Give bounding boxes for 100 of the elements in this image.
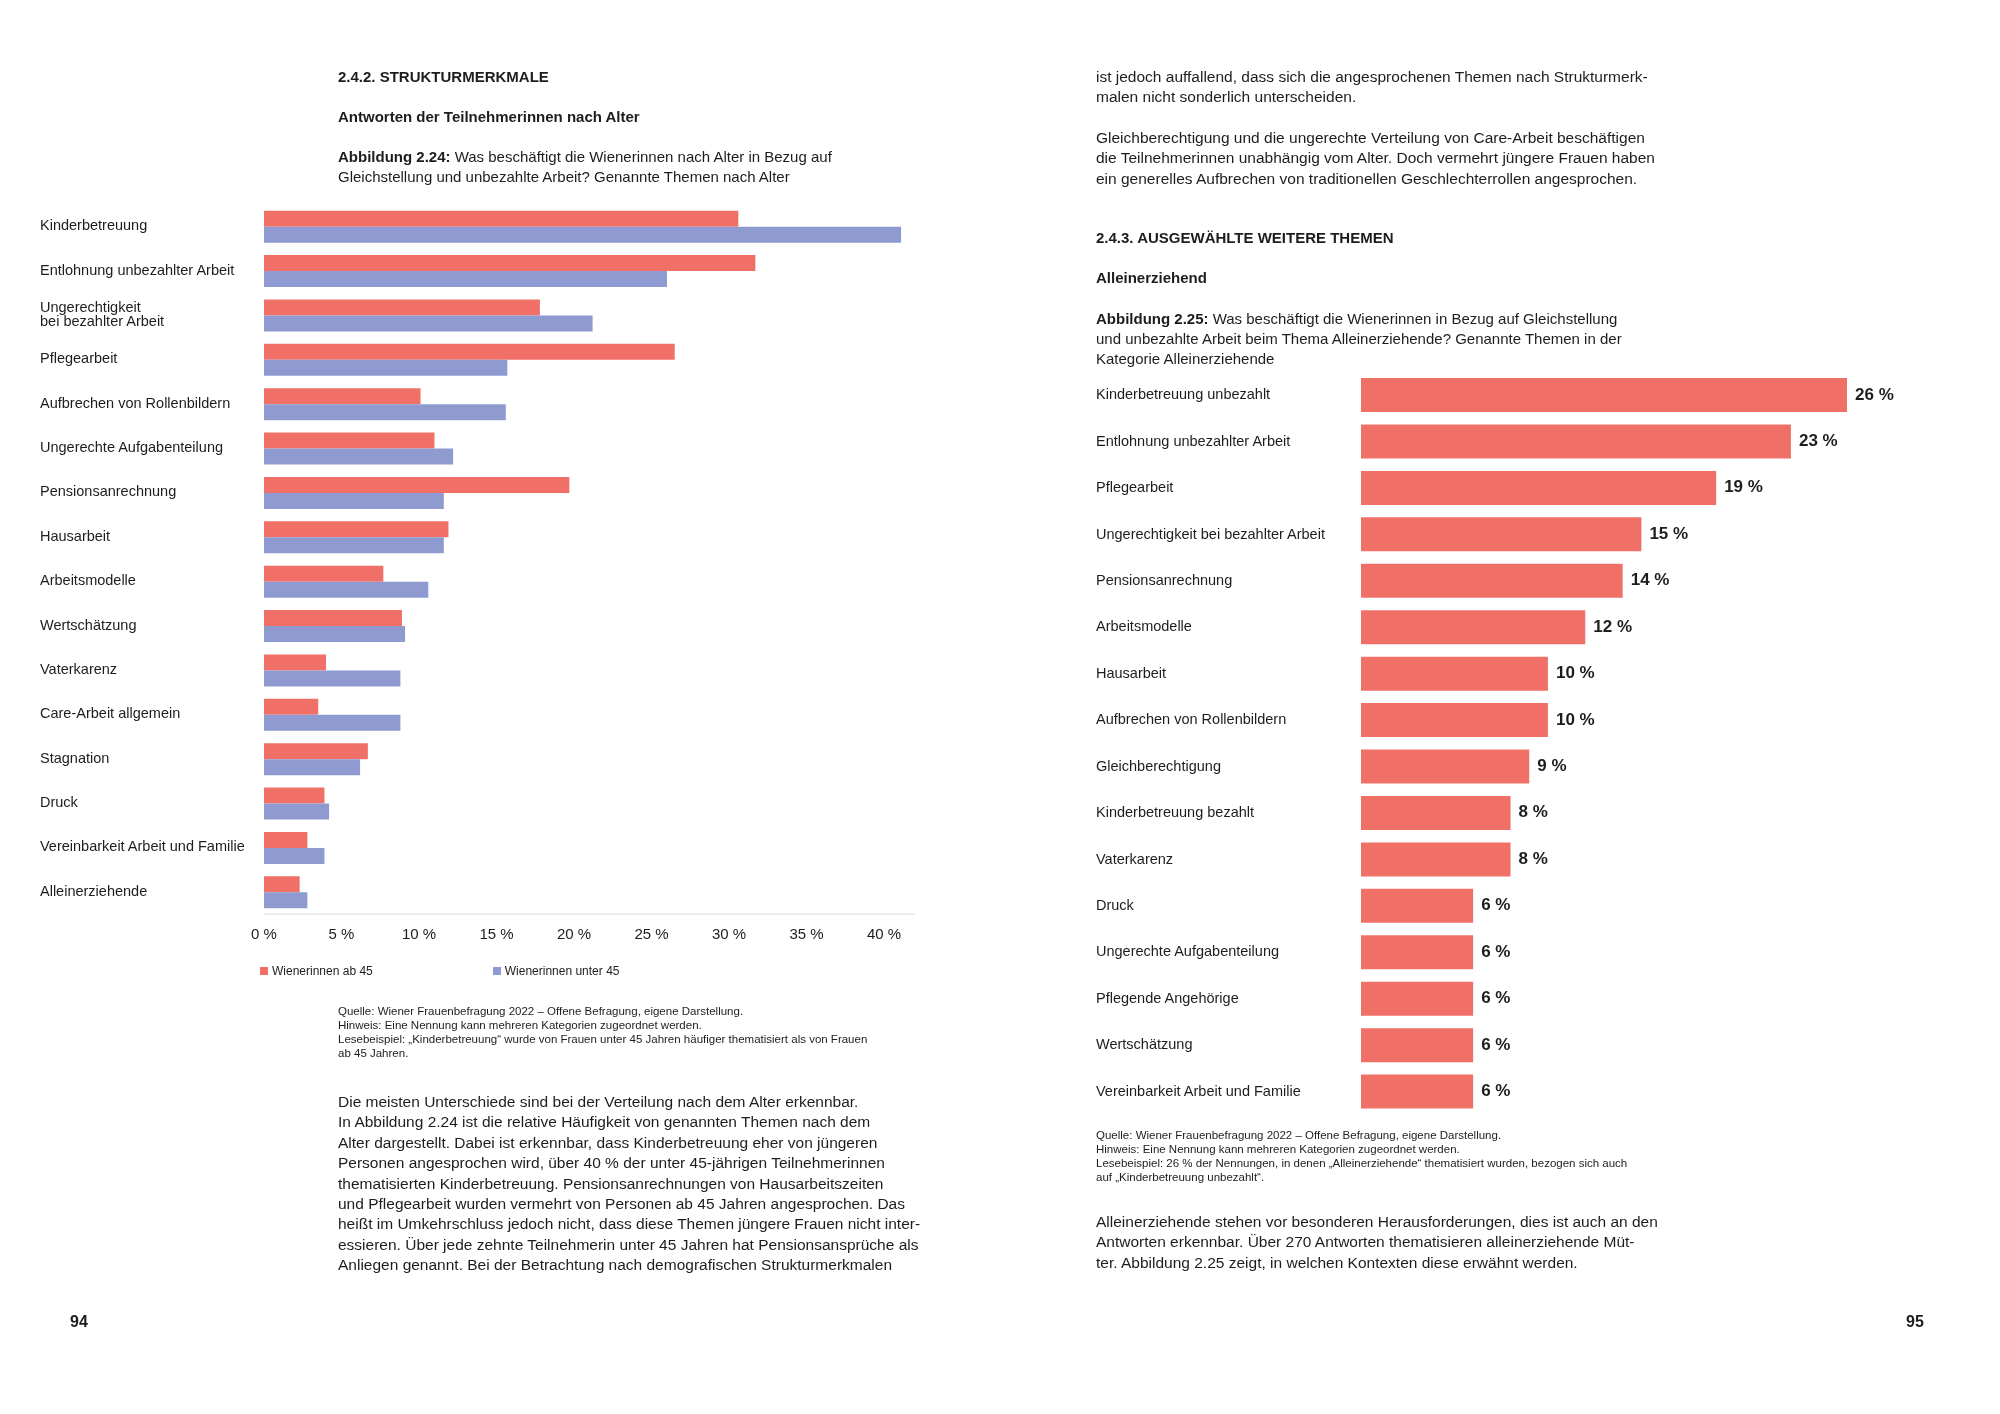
y-tick-label: Arbeitsmodelle — [40, 572, 136, 589]
text: 2.4.3. AUSGEWÄHLTE WEITERE THEMEN — [1096, 229, 1394, 246]
bar — [1361, 1074, 1474, 1109]
data-label: 10 % — [1555, 709, 1595, 729]
source-note: Quelle: Wiener Frauenbefragung 2022 – Offene Befragung, eigene Darstellung. — [1096, 1128, 1502, 1142]
y-tick-label: Pflegearbeit — [40, 350, 118, 367]
y-tick-label: Pensionsanrechnung — [1096, 571, 1233, 588]
data-label: 15 % — [1649, 523, 1689, 543]
bar — [1361, 795, 1511, 830]
bar — [1361, 981, 1474, 1016]
bar — [264, 626, 406, 643]
x-tick-label: 0 % — [251, 924, 277, 942]
bar — [1361, 842, 1511, 877]
text: 95 — [1906, 1313, 1924, 1331]
data-label: 19 % — [1724, 477, 1763, 497]
y-tick-label: Vereinbarkeit Arbeit und Familie — [1096, 1082, 1301, 1099]
y-tick-label: Vaterkarenz — [1096, 850, 1174, 867]
x-tick-label: 20 % — [556, 924, 592, 942]
y-tick-label: Ungerechtigkeit bei bezahlter Arbeit — [40, 298, 165, 329]
y-tick-label: Kinderbetreuung unbezahlt — [1096, 386, 1271, 403]
x-tick-label: 35 % — [789, 924, 824, 942]
bar — [1361, 703, 1548, 738]
x-tick-label: 25 % — [634, 924, 669, 942]
data-label: 10 % — [1555, 663, 1595, 683]
y-tick-label: Care-Arbeit allgemein — [40, 705, 181, 722]
x-tick-label: 10 % — [401, 924, 437, 942]
y-tick-label: Wertschätzung — [40, 616, 137, 633]
y-tick-label: Aufbrechen von Rollenbildern — [1096, 711, 1287, 728]
y-tick-label: Stagnation — [40, 749, 110, 766]
bar — [1361, 470, 1717, 505]
bar — [264, 698, 319, 715]
bar — [264, 892, 308, 909]
bar — [264, 847, 325, 864]
bar — [264, 432, 435, 449]
bar — [264, 404, 506, 421]
bar — [264, 803, 330, 820]
text: Hinweis: Eine Nennung kann mehreren Kategorien zugeordnet werden. — [338, 1018, 702, 1032]
y-tick-label: Aufbrechen von Rollenbildern — [40, 394, 231, 411]
data-label: 9 % — [1537, 756, 1567, 776]
bar — [264, 610, 402, 627]
text: Hinweis: Eine Nennung kann mehreren Kategorien zugeordnet werden. — [1096, 1142, 1460, 1156]
y-tick-label: Entlohnung unbezahlter Arbeit — [40, 261, 235, 278]
bar — [264, 343, 675, 360]
bar — [264, 670, 401, 687]
x-tick-label: 30 % — [711, 924, 747, 942]
bar — [264, 537, 444, 554]
chart-title: Abbildung 2.25: Was beschäftigt die Wienerinnen in Bezug auf Gleichstellung und unbezahlte Arbeit beim Thema Alleinerziehende? Genannte Themen in der Kategorie Alleinerziehende — [1096, 309, 1622, 369]
text: 94 — [70, 1313, 88, 1331]
bar — [264, 759, 361, 776]
text: Die meisten Unterschiede sind bei der Verteilung nach dem Alter erkennbar. In Abbildung 2.24 ist die relative Häufigkeit von genannten Themen nach dem Alter dargestellt. Dabei ist erkennbar, dass Kinderbetreuung eher von jüngeren Personen angesprochen wird, über 40 % der unter 45-jährigen Teilnehmerinnen thematisierten Kinderbetreuung. Pensionsanrechnungen von Hausarbeitszeiten und Pflegearbeit wurden vermehrt von Personen ab 45 Jahren angesprochen. Das heißt im Umkehrschluss jedoch nicht, dass diese Themen jüngere Frauen nicht inter- essieren. Über jede zehnte Teilnehmerin unter 45 Jahren hat Pensionsansprüche als Anliegen genannt. Bei der Betrachtung nach demografischen Strukturmerkmalen — [338, 1093, 921, 1274]
y-tick-label: Druck — [40, 793, 79, 810]
bar — [264, 714, 401, 731]
text: Gleichberechtigung und die ungerechte Verteilung von Care-Arbeit beschäftigen die Teilnehmerinnen unabhängig vom Alter. Doch vermehrt jüngere Frauen haben ein generelles Aufbrechen von traditionellen Geschlechterrollen angesprochen. — [1096, 128, 1655, 189]
y-tick-label: Entlohnung unbezahlter Arbeit — [1096, 432, 1291, 449]
source-note: Quelle: Wiener Frauenbefragung 2022 – Offene Befragung, eigene Darstellung. — [338, 1004, 744, 1018]
y-tick-label: Arbeitsmodelle — [1096, 618, 1192, 635]
bar — [264, 359, 508, 376]
text: Lesebeispiel: „Kinderbetreuung“ wurde von Frauen unter 45 Jahren häufiger thematisiert als von Frauen ab 45 Jahren. — [338, 1032, 868, 1060]
legend-label: Wienerinnen unter 45 — [504, 964, 620, 978]
bar — [1361, 935, 1474, 970]
data-label: 12 % — [1593, 616, 1633, 636]
x-tick-label: 5 % — [328, 924, 355, 942]
y-tick-label: Ungerechte Aufgabenteilung — [1096, 943, 1280, 960]
y-tick-label: Hausarbeit — [40, 527, 111, 544]
y-tick-label: Hausarbeit — [1096, 664, 1167, 681]
y-tick-label: Kinderbetreuung bezahlt — [1096, 803, 1255, 820]
y-tick-label: Ungerechte Aufgabenteilung — [40, 438, 224, 455]
bar — [1361, 424, 1791, 459]
bar — [1361, 610, 1586, 645]
bar — [264, 581, 429, 598]
bar — [1361, 888, 1474, 923]
bar — [1361, 656, 1548, 691]
bar — [264, 492, 444, 509]
bar — [264, 654, 326, 671]
y-tick-label: Pensionsanrechnung — [40, 483, 177, 500]
bar — [264, 476, 570, 493]
y-tick-label: Pflegende Angehörige — [1096, 989, 1239, 1006]
bar — [1361, 517, 1642, 552]
data-label: 8 % — [1518, 802, 1548, 822]
bar — [264, 226, 902, 243]
y-tick-label: Alleinerziehende — [40, 882, 148, 899]
x-tick-label: 15 % — [479, 924, 514, 942]
y-tick-label: Druck — [1096, 896, 1135, 913]
bar — [264, 271, 667, 288]
chart-title: Abbildung 2.24: Was beschäftigt die Wienerinnen nach Alter in Bezug auf Gleichstellung und unbezahlte Arbeit? Genannte Themen nach Alter — [338, 147, 832, 187]
data-label: 6 % — [1481, 895, 1511, 915]
y-tick-label: Gleichberechtigung — [1096, 757, 1221, 774]
bar — [264, 448, 454, 465]
data-label: 14 % — [1630, 570, 1670, 590]
data-label: 6 % — [1481, 1034, 1511, 1054]
y-tick-label: Ungerechtigkeit bei bezahlter Arbeit — [1096, 525, 1325, 542]
bar — [264, 255, 756, 272]
text: Antworten der Teilnehmerinnen nach Alter — [338, 108, 640, 125]
bar — [264, 743, 368, 760]
bar — [264, 565, 384, 582]
bar — [1361, 378, 1847, 413]
text: Alleinerziehend — [1096, 269, 1207, 286]
y-tick-label: Pflegearbeit — [1096, 478, 1174, 495]
y-tick-label: Vaterkarenz — [40, 660, 118, 677]
data-label: 23 % — [1798, 430, 1838, 450]
